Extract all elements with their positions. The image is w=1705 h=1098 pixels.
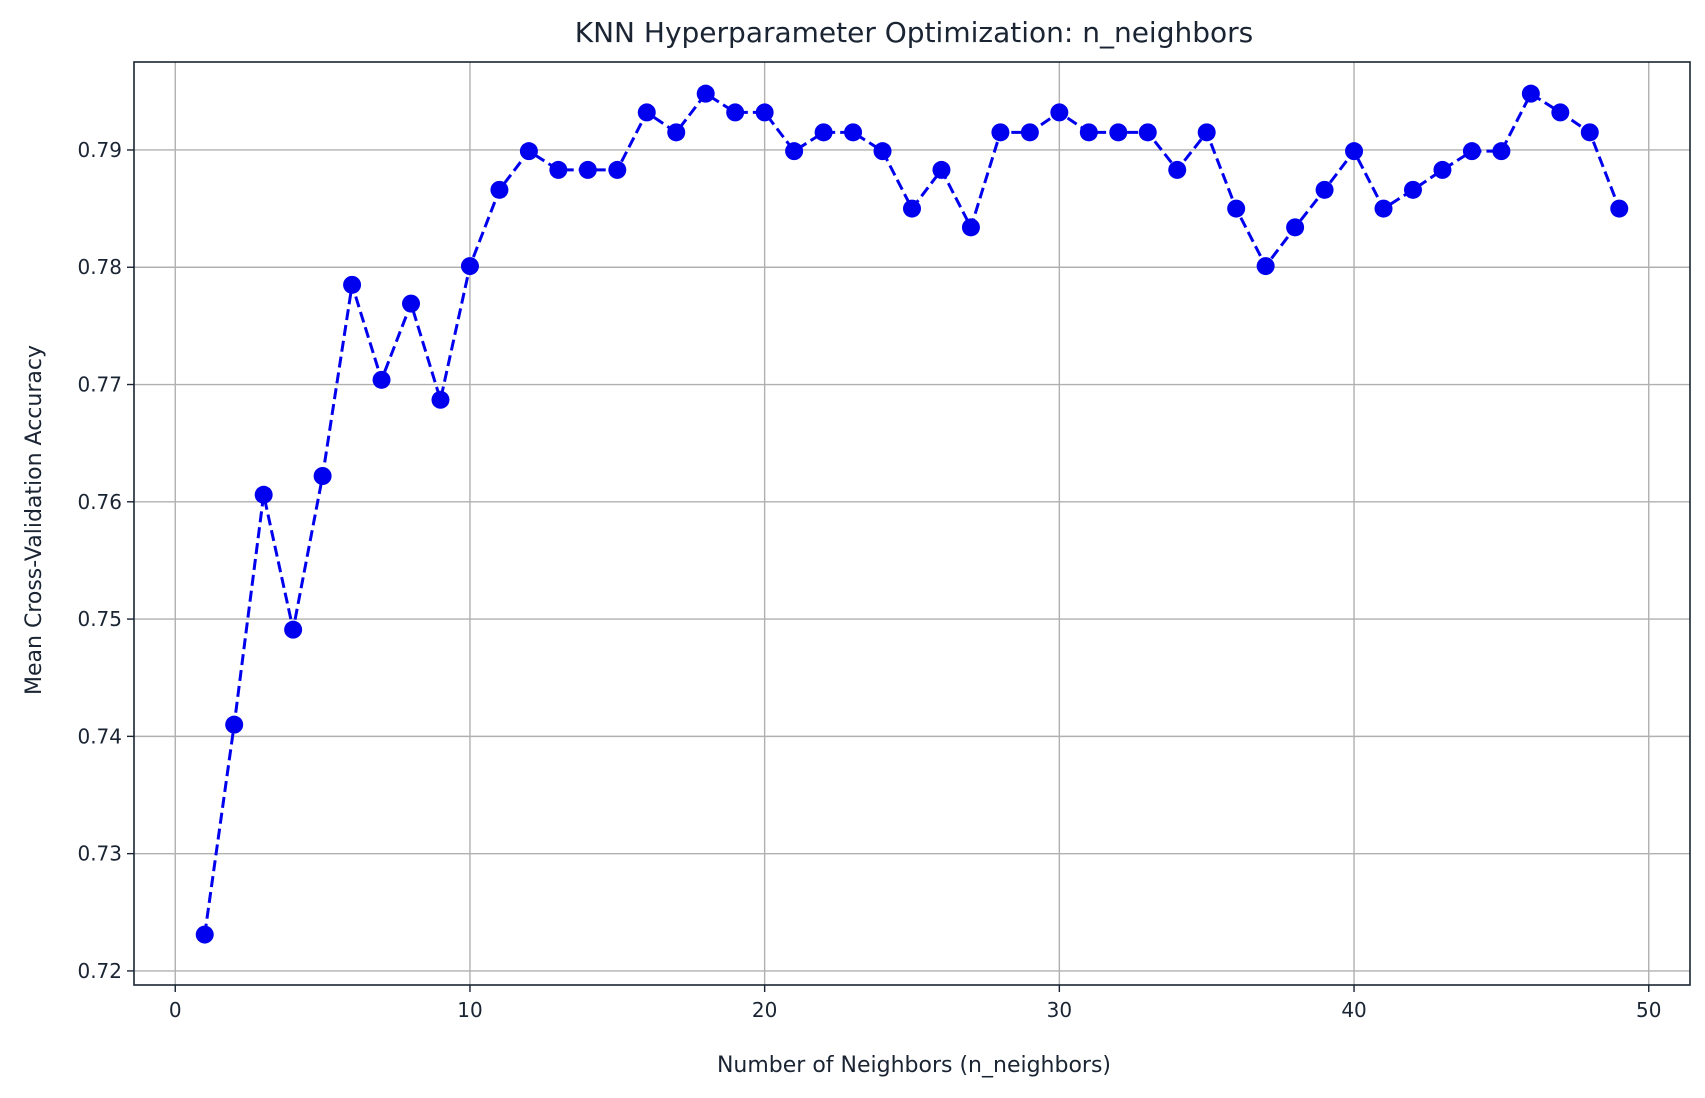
data-point [225, 715, 244, 734]
data-point [1433, 160, 1452, 179]
data-point [460, 257, 479, 276]
data-point [1462, 142, 1481, 161]
data-point [519, 142, 538, 161]
data-point [1345, 142, 1364, 161]
data-point [1256, 257, 1275, 276]
data-point [549, 160, 568, 179]
data-point [402, 294, 421, 313]
data-point [195, 925, 214, 944]
data-point [313, 467, 332, 485]
data-point [1109, 123, 1128, 142]
data-point [1020, 123, 1039, 142]
data-point [578, 160, 597, 179]
y-tick-label: 0.79 [77, 138, 122, 162]
data-point [844, 123, 863, 142]
y-axis-label: Mean Cross-Validation Accuracy [22, 345, 47, 695]
y-tick-label: 0.75 [77, 607, 122, 631]
data-point [1138, 123, 1157, 142]
data-point [932, 160, 951, 179]
y-tick-label: 0.72 [77, 959, 122, 983]
data-point [608, 160, 627, 179]
data-point [1610, 199, 1629, 218]
data-point [961, 218, 980, 237]
data-point [1227, 199, 1246, 218]
data-point [1492, 142, 1511, 161]
x-tick-label: 30 [1047, 998, 1072, 1022]
data-point [1197, 123, 1216, 142]
data-point [1050, 103, 1069, 122]
x-tick-label: 0 [169, 998, 182, 1022]
x-axis-label: Number of Neighbors (n_neighbors) [717, 1053, 1111, 1078]
data-point [873, 142, 892, 161]
x-tick-label: 50 [1636, 998, 1661, 1022]
data-point [1580, 123, 1599, 142]
data-point [1168, 160, 1187, 179]
chart-title: KNN Hyperparameter Optimization: n_neigh… [575, 16, 1253, 49]
data-point [1374, 199, 1393, 218]
data-point [755, 103, 774, 122]
accuracy-line [203, 92, 1621, 935]
x-tick-label: 40 [1341, 998, 1366, 1022]
data-point [726, 103, 745, 122]
data-point [1551, 103, 1570, 122]
data-point [1286, 218, 1305, 237]
data-point [343, 275, 362, 294]
plot-frame [133, 61, 1691, 986]
data-point [785, 142, 804, 161]
y-tick-label: 0.77 [77, 373, 122, 397]
data-point [254, 485, 273, 504]
y-tick-label: 0.74 [77, 724, 122, 748]
data-point [696, 84, 715, 103]
y-tick-label: 0.76 [77, 490, 122, 514]
x-tick-label: 10 [457, 998, 482, 1022]
data-point [1521, 84, 1540, 103]
series-layer [195, 84, 1629, 944]
data-point [991, 123, 1010, 142]
data-point [637, 103, 656, 122]
data-point [1403, 180, 1422, 199]
grid-lines [134, 62, 1690, 985]
data-point [284, 620, 303, 639]
data-point [1079, 123, 1098, 142]
data-point [490, 180, 509, 199]
axis-ticks: 0 10 20 30 40 50 0.72 0.73 0.74 0.75 0.76 0.77 0.78 0… [77, 138, 1661, 1022]
y-tick-label: 0.78 [77, 255, 122, 279]
x-tick-label: 20 [752, 998, 777, 1022]
data-point [903, 199, 921, 218]
y-tick-label: 0.73 [77, 842, 122, 866]
data-point [667, 123, 686, 142]
data-point [372, 370, 391, 389]
data-point [814, 123, 833, 142]
data-point [431, 390, 450, 409]
data-point [1315, 180, 1334, 199]
